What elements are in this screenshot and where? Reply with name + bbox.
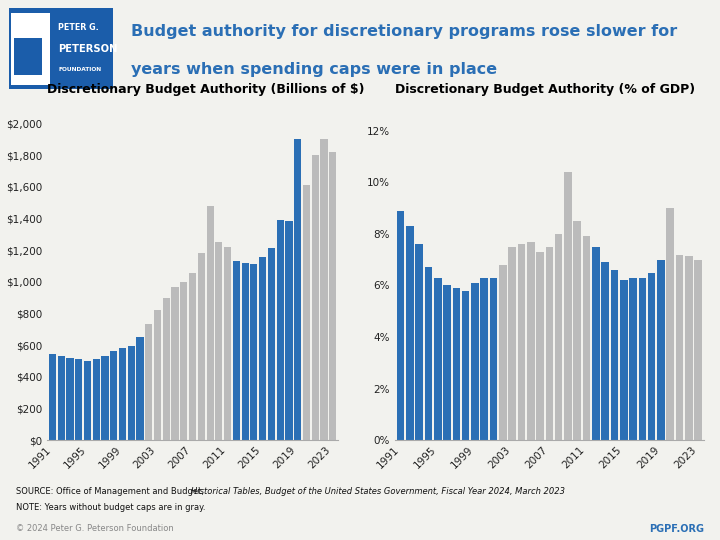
Bar	[171, 287, 179, 440]
FancyBboxPatch shape	[9, 8, 113, 90]
Bar	[629, 278, 637, 440]
Bar	[546, 247, 553, 440]
Bar	[198, 253, 205, 440]
FancyBboxPatch shape	[11, 12, 50, 85]
Bar	[397, 211, 405, 440]
Bar	[84, 361, 91, 440]
Bar	[285, 221, 292, 440]
Bar	[573, 221, 581, 440]
Bar	[127, 346, 135, 440]
Bar	[639, 278, 646, 440]
Bar	[110, 351, 117, 440]
Text: PETERSON: PETERSON	[58, 44, 118, 53]
Text: Discretionary Budget Authority (% of GDP): Discretionary Budget Authority (% of GDP…	[395, 83, 695, 96]
Bar	[303, 185, 310, 440]
Bar	[93, 359, 100, 440]
Bar	[564, 172, 572, 440]
Bar	[145, 324, 153, 440]
Bar	[462, 291, 469, 440]
Bar	[694, 260, 702, 440]
Bar	[490, 278, 498, 440]
Bar	[601, 262, 609, 440]
Bar	[415, 244, 423, 440]
Bar	[251, 264, 258, 440]
FancyBboxPatch shape	[14, 38, 42, 75]
Text: Budget authority for discretionary programs rose slower for: Budget authority for discretionary progr…	[131, 24, 678, 38]
Bar	[312, 156, 319, 440]
Bar	[667, 208, 674, 440]
Bar	[66, 358, 73, 440]
Text: years when spending caps were in place: years when spending caps were in place	[131, 63, 498, 77]
Bar	[434, 278, 441, 440]
Bar	[453, 288, 460, 440]
Bar	[657, 260, 665, 440]
Bar	[119, 348, 126, 440]
Text: PETER G.: PETER G.	[58, 23, 99, 32]
Bar	[233, 261, 240, 440]
Bar	[648, 273, 655, 440]
Bar	[102, 356, 109, 440]
Bar	[241, 263, 248, 440]
Bar	[675, 254, 683, 440]
Bar	[276, 220, 284, 440]
Bar	[224, 247, 231, 440]
Bar	[154, 310, 161, 440]
Text: FOUNDATION: FOUNDATION	[58, 68, 102, 72]
Bar	[444, 286, 451, 440]
Bar	[480, 278, 488, 440]
Bar	[611, 270, 618, 440]
Bar	[329, 152, 336, 440]
Bar	[406, 226, 414, 440]
Bar	[137, 338, 144, 440]
Text: © 2024 Peter G. Peterson Foundation: © 2024 Peter G. Peterson Foundation	[16, 524, 174, 533]
Bar	[508, 247, 516, 440]
Bar	[518, 244, 526, 440]
Bar	[294, 139, 301, 440]
Bar	[592, 247, 600, 440]
Bar	[499, 265, 507, 440]
Bar	[58, 356, 65, 440]
Bar	[180, 282, 187, 440]
Bar	[215, 242, 222, 440]
Bar	[268, 248, 275, 440]
Bar	[536, 252, 544, 440]
Text: PGPF.ORG: PGPF.ORG	[649, 524, 704, 534]
Bar	[527, 241, 534, 440]
Text: NOTE: Years without budget caps are in gray.: NOTE: Years without budget caps are in g…	[16, 503, 205, 512]
Bar	[189, 273, 196, 440]
Bar	[320, 139, 328, 440]
Bar	[582, 237, 590, 440]
Bar	[75, 359, 82, 440]
Bar	[471, 283, 479, 440]
Bar	[259, 257, 266, 440]
Text: Discretionary Budget Authority (Billions of $): Discretionary Budget Authority (Billions…	[47, 83, 364, 96]
Bar	[425, 267, 432, 440]
Text: SOURCE: Office of Management and Budget,: SOURCE: Office of Management and Budget,	[16, 487, 207, 496]
Bar	[163, 299, 170, 440]
Bar	[685, 256, 693, 440]
Bar	[207, 206, 214, 440]
Text: Historical Tables, Budget of the United States Government, Fiscal Year 2024, Mar: Historical Tables, Budget of the United …	[191, 487, 564, 496]
Bar	[620, 280, 628, 440]
Bar	[555, 234, 562, 440]
Bar	[49, 354, 56, 440]
